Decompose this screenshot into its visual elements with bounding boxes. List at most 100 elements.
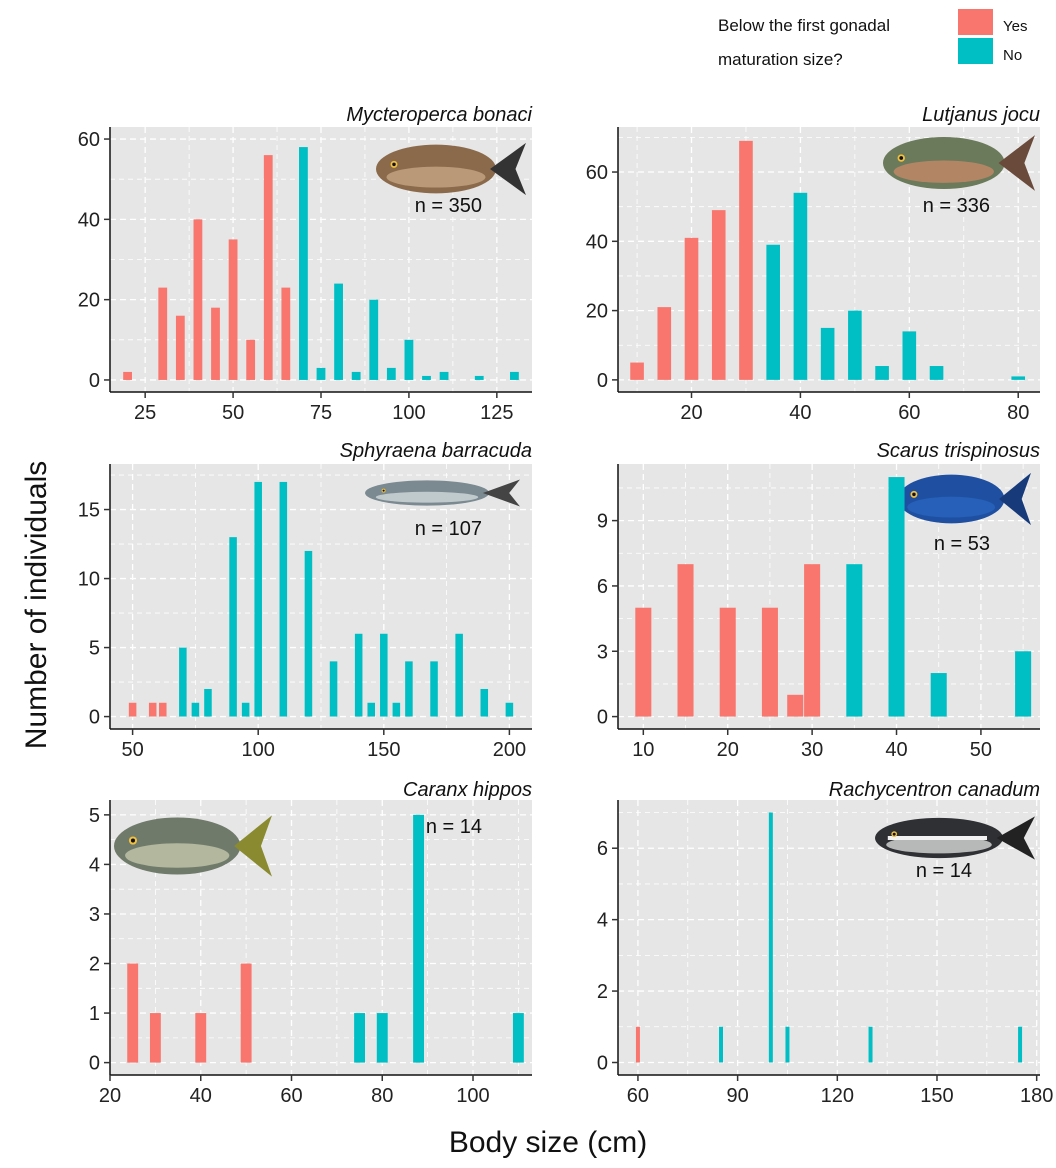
y-tick-label: 4 [597,910,608,932]
bar-no-190 [480,688,489,717]
bar-yes-15 [677,564,694,717]
y-tick-label: 60 [78,129,100,151]
x-tick-label: 80 [371,1085,393,1107]
bar-no-70 [299,147,308,380]
bar-yes-55 [246,339,256,380]
bar-yes-25 [711,210,726,380]
sample-size-label: n = 350 [415,195,482,217]
x-tick-label: 20 [717,739,739,761]
snapper-fish-icon [883,135,1035,191]
y-tick-label: 2 [597,981,608,1003]
legend-label-no: No [1003,47,1022,64]
bar-no-200 [505,702,514,717]
bar-no-85 [351,371,361,380]
bar-no-45 [820,327,835,380]
y-tick-label: 40 [78,209,100,231]
legend-title-line2: maturation size? [718,50,843,69]
bar-yes-30 [149,1013,161,1063]
y-tick-label: 0 [89,707,100,729]
x-tick-label: 200 [493,739,526,761]
bar-yes-35 [175,315,185,380]
sample-size-label: n = 14 [916,860,972,882]
panel-title-sphyraena-barracuda: Sphyraena barracuda [340,440,532,462]
legend-title-line1: Below the first gonadal [718,16,890,35]
y-tick-label: 40 [586,231,608,253]
x-tick-label: 60 [280,1085,302,1107]
x-tick-label: 10 [632,739,654,761]
x-tick-label: 40 [190,1085,212,1107]
bar-no-90 [369,299,379,380]
bar-no-130 [329,661,338,717]
y-tick-label: 15 [78,500,100,522]
x-tick-label: 150 [920,1085,953,1107]
bar-no-45 [930,673,947,717]
x-axis-label: Body size (cm) [449,1126,647,1159]
y-tick-label: 5 [89,638,100,660]
x-tick-label: 75 [310,402,332,424]
bar-no-75 [316,367,326,380]
panel-caranx-hippos: 20 40 60 80 100 0 1 2 3 4 5 Caranx hippos n = 14 [89,779,532,1107]
y-tick-label: 2 [89,954,100,976]
sample-size-label: n = 336 [923,195,990,217]
bar-no-140 [354,633,363,717]
y-tick-label: 0 [597,707,608,729]
x-tick-label: 20 [99,1085,121,1107]
bar-no-120 [304,550,313,717]
bar-no-150 [380,633,388,717]
bar-yes-62 [158,702,167,717]
y-tick-label: 6 [597,576,608,598]
y-tick-label: 5 [89,805,100,827]
bar-no-95 [241,702,250,717]
x-tick-label: 20 [680,402,702,424]
bar-yes-10 [630,362,644,380]
x-tick-label: 100 [392,402,425,424]
bar-yes-25 [127,963,139,1063]
bar-yes-40 [193,219,203,380]
panel-title-caranx-hippos: Caranx hippos [403,779,532,801]
bar-yes-30 [158,287,168,380]
x-tick-label: 100 [456,1085,489,1107]
panel-title-scarus-trispinosus: Scarus trispinosus [877,440,1040,462]
panel-sphyraena-barracuda: 50 100 150 200 0 5 10 15 Sphyraena barracuda n = … [78,440,532,761]
parrotfish-icon [898,472,1031,526]
x-tick-label: 50 [970,739,992,761]
jack-fish-icon [114,815,272,877]
x-tick-label: 100 [242,739,275,761]
y-tick-label: 9 [597,511,608,533]
bar-yes-60 [263,155,273,380]
y-axis-label: Number of individuals [20,461,53,749]
bar-yes-50 [228,239,238,380]
bar-no-95 [386,367,396,380]
bar-yes-40 [195,1013,207,1063]
bar-no-130 [510,371,519,380]
panel-title-rachycentron-canadum: Rachycentron canadum [829,779,1040,801]
legend-label-yes: Yes [1003,18,1027,35]
panel-mycteroperca-bonaci: 25 50 75 100 125 0 20 40 60 Mycteroperca bonaci n … [78,104,533,424]
sample-size-label: n = 107 [415,518,482,540]
bar-no-100 [768,812,773,1063]
x-tick-label: 60 [627,1085,649,1107]
bar-yes-10 [635,607,652,717]
bar-yes-20 [684,237,699,380]
y-tick-label: 4 [89,854,100,876]
y-tick-label: 0 [89,370,100,392]
bar-no-100 [254,481,262,717]
bar-yes-20 [719,607,736,717]
x-tick-label: 40 [885,739,907,761]
bar-no-100 [404,339,414,380]
bar-yes-45 [211,307,220,380]
bar-no-120 [474,375,484,380]
bar-no-105 [785,1026,790,1063]
bar-no-85 [719,1026,724,1063]
x-tick-label: 60 [898,402,920,424]
panel-title-mycteroperca-bonaci: Mycteroperca bonaci [346,104,532,126]
bar-no-145 [367,702,376,717]
y-tick-label: 3 [89,904,100,926]
x-tick-label: 40 [789,402,811,424]
bar-no-60 [902,331,917,380]
x-tick-label: 125 [480,402,513,424]
y-tick-label: 0 [89,1053,100,1075]
panel-title-lutjanus-jocu: Lutjanus jocu [922,104,1040,126]
bar-yes-30 [804,564,821,717]
bar-yes-28 [787,694,804,717]
